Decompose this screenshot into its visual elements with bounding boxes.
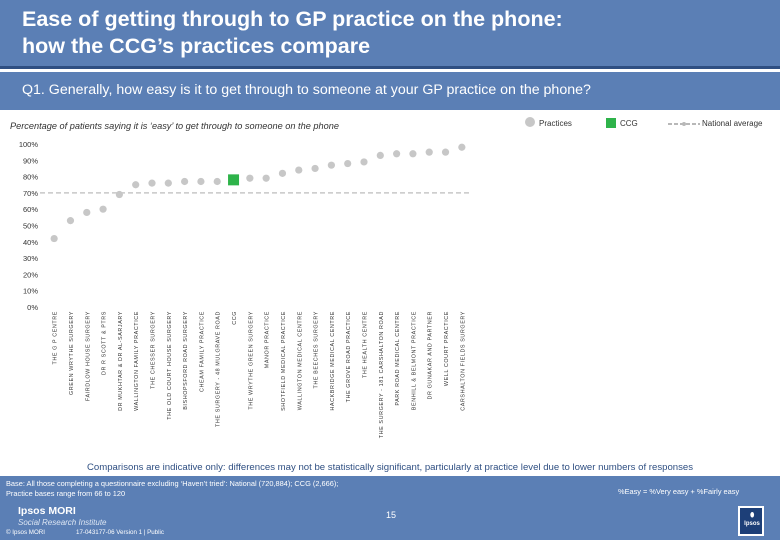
practice-point — [409, 150, 417, 158]
chart-title: Percentage of patients saying it is ‘eas… — [10, 121, 339, 131]
category-label: BENHILL & BELMONT PRACTICE — [411, 311, 417, 410]
category-label: THE BEECHES SURGERY — [314, 311, 320, 389]
y-tick-label: 30% — [23, 254, 38, 263]
practice-point — [246, 174, 254, 182]
page-title: Ease of getting through to GP practice o… — [22, 6, 762, 60]
category-label: CARSHALTON FIELDS SURGERY — [460, 311, 466, 411]
practice-point — [327, 161, 335, 169]
copyright: © Ipsos MORI — [6, 529, 45, 536]
category-label: PARK ROAD MEDICAL CENTRE — [395, 311, 401, 406]
practice-point — [132, 181, 140, 189]
category-label: DR MUKHTAR & DR AL-SARJARY — [118, 311, 124, 411]
title-line-1: Ease of getting through to GP practice o… — [22, 7, 563, 31]
category-label: THE SURGERY - 181 CARSHALTON ROAD — [379, 311, 385, 438]
practice-point — [99, 205, 107, 213]
caveat-note: Comparisons are indicative only: differe… — [86, 462, 694, 473]
practice-point — [376, 151, 384, 160]
practice-point — [262, 174, 270, 182]
y-tick-label: 50% — [23, 222, 38, 231]
category-label: THE WRYTHE GREEN SURGERY — [248, 311, 254, 410]
question-band — [0, 72, 780, 110]
base-line-2: Practice bases range from 66 to 120 — [6, 489, 126, 498]
category-label: CHEAM FAMILY PRACTICE — [199, 311, 205, 392]
category-label: DR R SCOTT & PTRS — [102, 311, 108, 375]
version-label: 17-043177-06 Version 1 | Public — [76, 529, 164, 536]
legend-ccg-label: CCG — [620, 119, 638, 128]
ccg-marker — [228, 174, 240, 186]
legend-national-marker — [668, 122, 700, 126]
practice-point — [441, 148, 450, 156]
y-tick-label: 80% — [23, 173, 38, 182]
legend-national-label: National average — [702, 119, 763, 128]
legend-practice-marker — [525, 117, 535, 127]
practice-point — [311, 164, 319, 173]
practice-point — [344, 159, 352, 168]
category-label: BISHOPSFORD ROAD SURGERY — [183, 311, 189, 410]
practice-point — [115, 190, 123, 199]
y-tick-label: 40% — [23, 238, 38, 247]
practice-point — [66, 217, 75, 225]
practice-point — [425, 148, 433, 156]
category-label: HACKBRIDGE MEDICAL CENTRE — [330, 311, 336, 411]
easy-definition: %Easy = %Very easy + %Fairly easy — [618, 487, 740, 496]
practice-point — [83, 208, 91, 217]
practice-comparison-chart: 0% 10% 20% 30% 40% 50% 60% 70% 80% 90% 100% THE G P… — [19, 140, 470, 438]
practice-point — [393, 150, 401, 158]
ipsos-logo-icon: ⬮ Ipsos — [738, 506, 764, 536]
title-line-2: how the CCG’s practices compare — [22, 34, 371, 58]
legend-ccg-marker — [606, 118, 616, 128]
y-tick-label: 100% — [19, 140, 39, 149]
practice-point — [181, 177, 189, 186]
practice-point — [164, 179, 172, 187]
category-label: THE SURGERY - 48 MULGRAVE ROAD — [216, 311, 222, 427]
legend-practices-label: Practices — [539, 119, 572, 128]
practice-point — [360, 158, 368, 166]
practice-point — [50, 234, 58, 243]
category-label: GREEN WRYTHE SURGERY — [69, 311, 75, 395]
category-label: SHOTFIELD MEDICAL PRACTICE — [281, 311, 287, 411]
category-label: WALLINGTON FAMILY PRACTICE — [134, 311, 140, 411]
category-label: THE CHESSER SURGERY — [151, 311, 157, 389]
question-text: Q1. Generally, how easy is it to get thr… — [22, 82, 591, 98]
category-label: FAIRDLOW HOUSE SURGERY — [85, 311, 91, 401]
title-band — [0, 0, 780, 66]
category-label: WALLINGTON MEDICAL CENTRE — [297, 311, 303, 410]
category-label: THE OLD COURT HOUSE SURGERY — [167, 311, 173, 420]
footer-band — [0, 476, 780, 540]
y-tick-label: 10% — [23, 287, 38, 296]
practice-point — [458, 143, 466, 151]
category-label: THE GROVE ROAD PRACTICE — [346, 311, 352, 402]
y-tick-label: 20% — [23, 270, 38, 279]
category-label: DR GUNAKAR AND PARTNER — [428, 311, 434, 399]
category-label: THE G P CENTRE — [53, 311, 59, 365]
y-tick-label: 70% — [23, 189, 38, 198]
category-label: MANOR PRACTICE — [265, 311, 271, 368]
category-label: WELL COURT PRACTICE — [444, 311, 450, 386]
base-note: Base: All those completing a questionnai… — [6, 479, 426, 499]
practice-point — [197, 177, 205, 186]
title-divider — [0, 66, 780, 69]
practice-point — [213, 177, 221, 186]
logo-text: Ipsos — [744, 521, 760, 527]
ipsos-sri-label: Social Research Institute — [18, 518, 107, 527]
logo-mark-icon: ⬮ — [750, 512, 755, 519]
page-number: 15 — [386, 510, 397, 520]
category-label: CCG — [232, 311, 238, 325]
practice-point — [148, 179, 156, 187]
ipsos-mori-logo: Ipsos MORI — [18, 505, 76, 517]
y-tick-label: 0% — [27, 303, 38, 312]
y-tick-label: 60% — [23, 205, 38, 214]
category-label: THE HEALTH CENTRE — [363, 311, 369, 378]
base-line-1: Base: All those completing a questionnai… — [6, 479, 339, 488]
practice-point — [278, 169, 287, 177]
y-tick-label: 90% — [23, 156, 38, 165]
practice-point — [295, 166, 303, 174]
